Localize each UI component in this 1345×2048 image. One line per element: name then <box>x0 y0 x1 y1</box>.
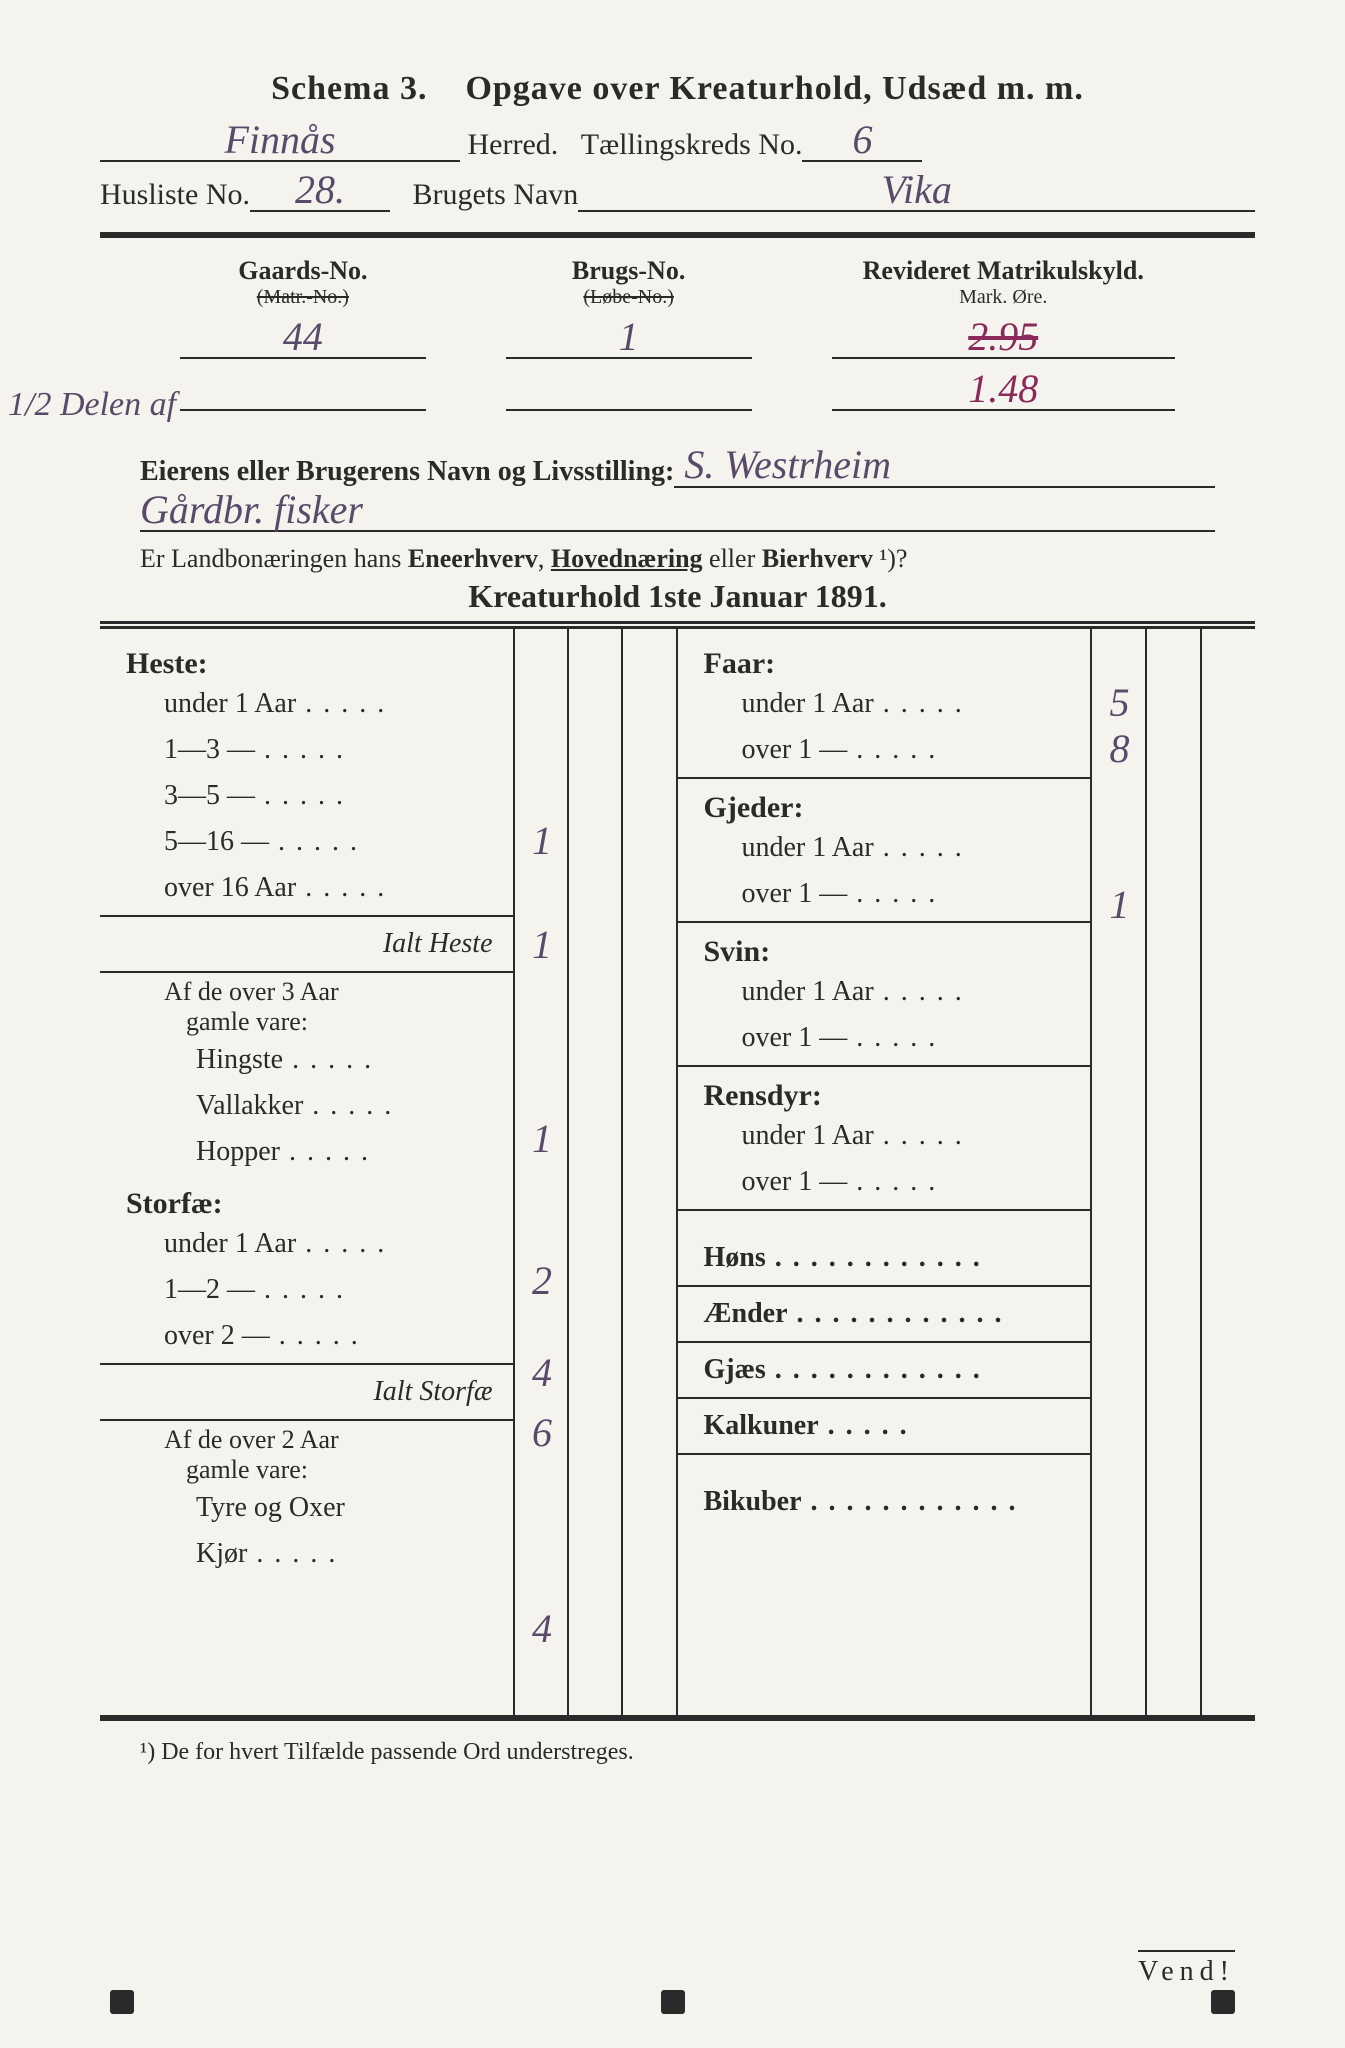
gaards-label: Gaards-No. <box>140 256 466 286</box>
matr-value: 1.48 <box>968 369 1038 409</box>
owner-block: Eierens eller Brugerens Navn og Livsstil… <box>100 445 1255 532</box>
herred-line: Finnås Herred. Tællingskreds No. 6 <box>100 120 1255 162</box>
herred-label <box>460 128 468 162</box>
svin-u1: under 1 Aar <box>704 976 1081 1008</box>
gaard-brugs-block: Gaards-No. (Matr.-No.) 44 Brugs-No. (Løb… <box>100 256 1255 417</box>
gjeder-u1: under 1 Aar <box>704 832 1081 864</box>
brugs-value: 1 <box>619 317 639 357</box>
af2-line2: gamle vare: <box>126 1455 503 1485</box>
svin-o1: over 1 — <box>704 1022 1081 1054</box>
hole-punch-icon <box>661 1990 685 2014</box>
margin-note: 1/2 Delen af <box>8 388 176 422</box>
left-column: Heste: under 1 Aar 1—3 — 3—5 — 5—16 — ov… <box>100 629 678 1715</box>
livestock-table: Heste: under 1 Aar 1—3 — 3—5 — 5—16 — ov… <box>100 621 1255 1721</box>
faar-u1: under 1 Aar <box>704 688 1081 720</box>
faar-o1-value: 8 <box>1092 729 1147 769</box>
husliste-line: Husliste No. 28. Brugets Navn Vika <box>100 170 1255 212</box>
herred-value: Finnås <box>224 120 335 160</box>
gjeder-o1: over 1 — <box>704 878 1081 910</box>
tyre-label: Tyre og Oxer <box>126 1492 503 1524</box>
divider <box>100 232 1255 238</box>
heste-head: Heste: <box>126 647 503 681</box>
owner-label: Eierens eller Brugerens Navn og Livsstil… <box>140 456 674 488</box>
ialt-storfae-value: 6 <box>515 1413 570 1453</box>
storfae-o2-value: 4 <box>515 1353 570 1393</box>
heste-u1: under 1 Aar <box>126 688 503 720</box>
occupation-question: Er Landbonæringen hans Eneerhverv, Hoved… <box>140 544 1215 574</box>
storfae-o2: over 2 — <box>126 1320 503 1352</box>
heste-5-16-value: 1 <box>515 821 570 861</box>
header: Schema 3. Opgave over Kreaturhold, Udsæd… <box>100 70 1255 108</box>
gaards-sublabel: (Matr.-No.) <box>140 286 466 309</box>
brugs-label: Brugs-No. <box>466 256 792 286</box>
rensdyr-head: Rensdyr: <box>704 1079 1081 1113</box>
footnote: ¹) De for hvert Tilfælde passende Ord un… <box>140 1739 1255 1766</box>
vallakker-label: Vallakker <box>126 1090 503 1122</box>
kjor-label: Kjør <box>126 1538 503 1570</box>
rensdyr-o1: over 1 — <box>704 1166 1081 1198</box>
husliste-value: 28. <box>295 170 345 210</box>
census-form-page: Schema 3. Opgave over Kreaturhold, Udsæd… <box>0 0 1345 2048</box>
matr-label: Revideret Matrikulskyld. <box>792 256 1215 286</box>
heste-5-16: 5—16 — <box>126 826 503 858</box>
gjeder-o1-value: 1 <box>1092 885 1147 925</box>
gjaes-label: Gjæs <box>704 1354 1081 1386</box>
bikuber-label: Bikuber <box>704 1486 1081 1518</box>
hole-punch-icon <box>110 1990 134 2014</box>
kreds-label: Tællingskreds No. <box>581 128 803 162</box>
matr-value-struck: 2.95 <box>968 317 1038 357</box>
aender-label: Ænder <box>704 1298 1081 1330</box>
right-column: Faar: under 1 Aar over 1 — Gjeder: under… <box>678 629 1256 1715</box>
matr-sublabel: Mark. Øre. <box>792 286 1215 309</box>
heste-1-3: 1—3 — <box>126 734 503 766</box>
kreds-value: 6 <box>852 120 872 160</box>
af3-line2: gamle vare: <box>126 1007 503 1037</box>
kalkuner-label: Kalkuner <box>704 1410 1081 1442</box>
storfae-head: Storfæ: <box>126 1187 503 1221</box>
af3-line1: Af de over 3 Aar <box>126 977 503 1007</box>
left-value-columns: 1 1 1 2 4 6 4 <box>513 629 678 1715</box>
faar-head: Faar: <box>704 647 1081 681</box>
storfae-u1-value: 2 <box>515 1261 570 1301</box>
hopper-label: Hopper <box>126 1136 503 1168</box>
heste-o16: over 16 Aar <box>126 872 503 904</box>
brugnavn-label: Brugets Navn <box>413 178 579 212</box>
ialt-storfae-label: Ialt Storfæ <box>126 1376 503 1408</box>
af2-line1: Af de over 2 Aar <box>126 1425 503 1455</box>
right-value-columns: 5 8 1 <box>1090 629 1255 1715</box>
brugs-sublabel: (Løbe-No.) <box>466 286 792 309</box>
storfae-1-2: 1—2 — <box>126 1274 503 1306</box>
husliste-label: Husliste No. <box>100 178 250 212</box>
hole-punch-icon <box>1211 1990 1235 2014</box>
ialt-heste-label: Ialt Heste <box>126 928 503 960</box>
faar-o1: over 1 — <box>704 734 1081 766</box>
form-title: Opgave over Kreaturhold, Udsæd m. m. <box>465 70 1083 107</box>
faar-u1-value: 5 <box>1092 683 1147 723</box>
hovednaering-underlined: Hovednæring <box>551 544 703 573</box>
ialt-heste-value: 1 <box>515 925 570 965</box>
schema-number: Schema 3. <box>271 70 427 107</box>
brugnavn-value: Vika <box>881 170 951 210</box>
rensdyr-u1: under 1 Aar <box>704 1120 1081 1152</box>
vallakker-value: 1 <box>515 1119 570 1159</box>
storfae-u1: under 1 Aar <box>126 1228 503 1260</box>
vend-label: Vend! <box>1138 1950 1235 1988</box>
hons-label: Høns <box>704 1242 1081 1274</box>
heste-3-5: 3—5 — <box>126 780 503 812</box>
svin-head: Svin: <box>704 935 1081 969</box>
table-title: Kreaturhold 1ste Januar 1891. <box>100 578 1255 615</box>
owner-name: S. Westrheim <box>684 442 891 487</box>
kjor-value: 4 <box>515 1609 570 1649</box>
hingste-label: Hingste <box>126 1044 503 1076</box>
gaards-value: 44 <box>283 317 323 357</box>
gjeder-head: Gjeder: <box>704 791 1081 825</box>
owner-occupation: Gårdbr. fisker <box>140 490 363 530</box>
